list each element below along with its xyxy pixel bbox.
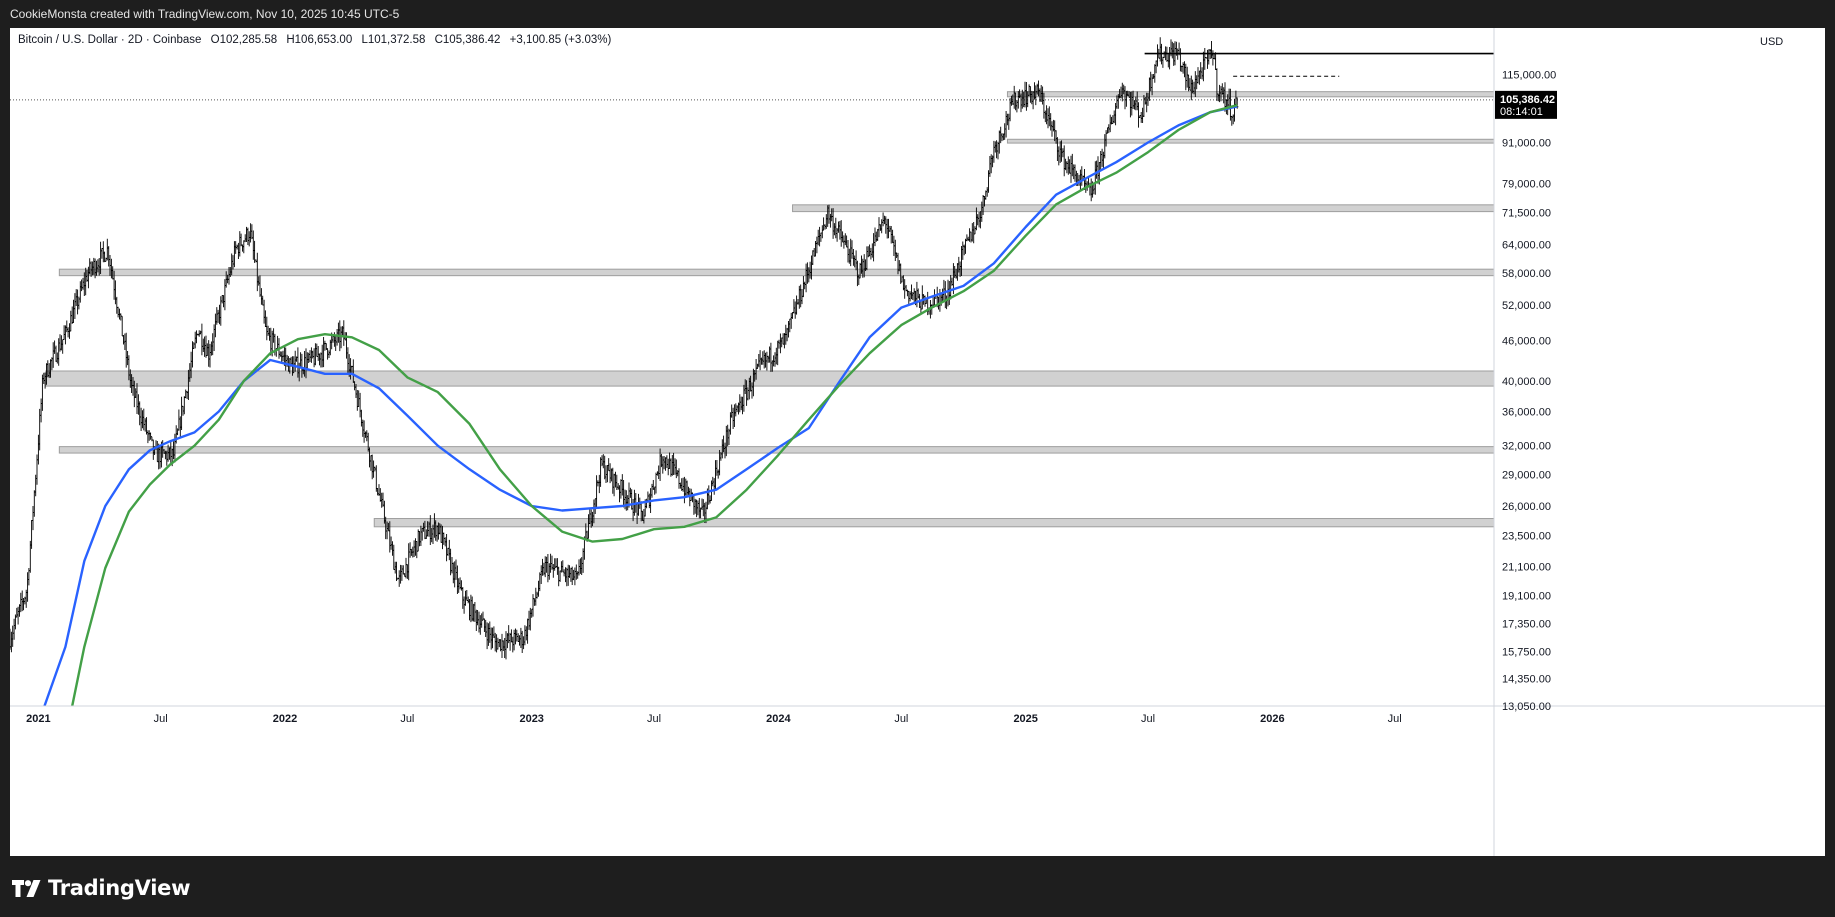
last-price-value: 105,386.42 — [1500, 94, 1555, 106]
price-tick-label: 79,000.00 — [1502, 178, 1551, 190]
tradingview-logo-text: TradingView — [48, 876, 191, 900]
price-tick-label: 15,750.00 — [1502, 646, 1551, 658]
price-tick-label: 115,000.00 — [1502, 70, 1556, 82]
price-tick-label: 64,000.00 — [1502, 240, 1551, 252]
price-tick-label: 46,000.00 — [1502, 335, 1551, 347]
attribution-bar: CookieMonsta created with TradingView.co… — [0, 0, 1835, 28]
price-tick-label: 19,100.00 — [1502, 590, 1551, 602]
price-tick-label: 13,050.00 — [1502, 701, 1551, 713]
price-tick-label: 40,000.00 — [1502, 376, 1551, 388]
price-tick-label: 91,000.00 — [1502, 137, 1551, 149]
time-tick-label: Jul — [894, 713, 908, 725]
time-tick-label: 2026 — [1260, 713, 1284, 725]
time-tick-label: 2022 — [273, 713, 297, 725]
price-tick-label: 21,100.00 — [1502, 562, 1551, 574]
time-tick-label: Jul — [1388, 713, 1402, 725]
price-tick-label: 29,000.00 — [1502, 469, 1551, 481]
support-resistance-zone[interactable] — [373, 518, 1495, 528]
time-tick-label: Jul — [647, 713, 661, 725]
support-resistance-zone[interactable] — [1006, 138, 1495, 144]
ohlc-close: C105,386.42 — [434, 34, 501, 46]
support-resistance-zone[interactable] — [45, 370, 1495, 387]
price-tick-label: 52,000.00 — [1502, 300, 1551, 312]
time-tick-label: 2021 — [26, 713, 50, 725]
candlestick-series[interactable] — [10, 37, 1239, 660]
tradingview-logo-icon — [12, 879, 41, 897]
price-tick-label: 17,350.00 — [1502, 618, 1551, 630]
price-tick-label: 36,000.00 — [1502, 407, 1551, 419]
plot-area[interactable] — [10, 28, 1494, 706]
tradingview-logo[interactable]: TradingView — [12, 876, 190, 900]
moving-average-blue[interactable] — [43, 105, 1238, 707]
candle-countdown: 08:14:01 — [1500, 106, 1543, 118]
price-tick-label: 14,350.00 — [1502, 673, 1551, 685]
time-tick-label: Jul — [400, 713, 414, 725]
ohlc-high: H106,653.00 — [286, 34, 353, 46]
last-price-label — [1495, 90, 1557, 119]
currency-label[interactable]: USD — [1760, 36, 1784, 48]
moving-average-green[interactable] — [71, 103, 1238, 707]
price-tick-label: 26,000.00 — [1502, 501, 1551, 513]
price-tick-label: 71,500.00 — [1502, 207, 1551, 219]
support-resistance-zone[interactable] — [58, 268, 1495, 277]
ohlc-low: L101,372.58 — [361, 34, 426, 46]
price-tick-label: 58,000.00 — [1502, 268, 1551, 280]
price-change: +3,100.85 (+3.03%) — [509, 34, 612, 46]
symbol-legend: Bitcoin / U.S. Dollar · 2D · Coinbase O1… — [18, 34, 617, 46]
ohlc-open: O102,285.58 — [210, 34, 278, 46]
time-tick-label: Jul — [1141, 713, 1155, 725]
price-chart[interactable]: 115,000.00 91,000.00 79,000.00 71,500.00 64,… — [10, 28, 1825, 856]
time-tick-label: 2023 — [519, 713, 543, 725]
price-tick-label: 23,500.00 — [1502, 530, 1551, 542]
support-resistance-zone[interactable] — [792, 204, 1495, 213]
branding-bar: TradingView — [0, 856, 1835, 917]
time-tick-label: 2025 — [1013, 713, 1037, 725]
time-tick-label: Jul — [154, 713, 168, 725]
attribution-text: CookieMonsta created with TradingView.co… — [10, 7, 400, 21]
support-resistance-zone[interactable] — [1006, 91, 1495, 98]
symbol-name: Bitcoin / U.S. Dollar · 2D · Coinbase — [18, 34, 202, 46]
time-tick-label: 2024 — [766, 713, 791, 725]
price-tick-label: 32,000.00 — [1502, 441, 1551, 453]
chart-panel[interactable]: 115,000.00 91,000.00 79,000.00 71,500.00 64,… — [10, 28, 1825, 856]
